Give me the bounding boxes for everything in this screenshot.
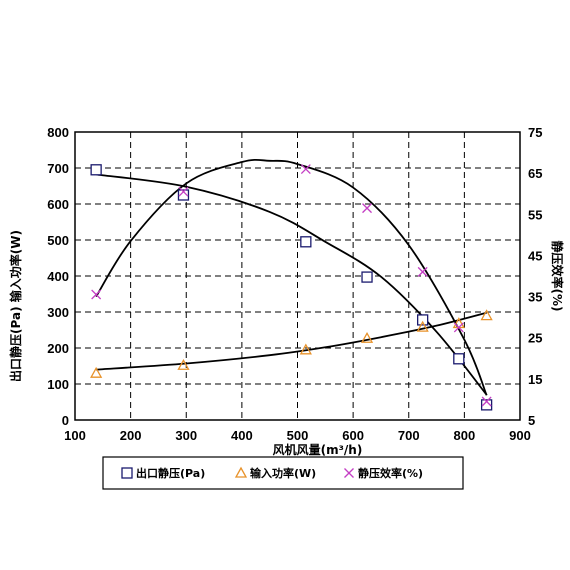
efficiency-point [481, 396, 492, 407]
efficiency-point [300, 164, 311, 174]
legend-box [102, 456, 464, 490]
plot-area-frame [74, 131, 521, 421]
right-y-tick-label: 55 [528, 207, 542, 222]
left-y-tick-label: 0 [62, 413, 69, 428]
x-tick-label: 700 [398, 428, 420, 443]
left-y-axis-title: 出口静压(Pa) 输入功率(W) [8, 230, 23, 382]
left-y-tick-label: 400 [47, 269, 69, 284]
input-power-point [299, 343, 312, 355]
static-pressure-point [300, 236, 312, 248]
efficiency-point [417, 266, 428, 277]
input-power-point [90, 366, 103, 378]
x-tick-label: 100 [64, 428, 86, 443]
right-y-tick-label: 5 [528, 413, 535, 428]
input-power-point [177, 358, 190, 370]
efficiency-trend-curve [95, 158, 488, 396]
x-tick-label: 400 [231, 428, 253, 443]
x-tick-label: 200 [120, 428, 142, 443]
right-y-tick-label: 75 [528, 125, 542, 140]
legend-marker [344, 468, 354, 478]
right-y-tick-label: 35 [528, 290, 542, 305]
static-pressure-point [480, 399, 493, 411]
static-pressure-point [90, 164, 102, 176]
left-y-tick-label: 800 [47, 125, 69, 140]
x-tick-label: 900 [509, 428, 531, 443]
legend-marker [234, 466, 248, 478]
right-y-tick-label: 65 [528, 166, 542, 181]
grid [75, 132, 520, 420]
trend-curves [95, 158, 488, 396]
efficiency-point [178, 186, 189, 197]
tick-labels: 100 200 300 400 500 600 700 800 9000100200300400… [47, 125, 542, 443]
static-pressure-point [177, 189, 190, 201]
legend-label: 出口静压(Pa) [136, 466, 205, 480]
static-pressure-point [417, 314, 429, 326]
legend-item-static-pressure: 出口静压(Pa) [121, 466, 205, 480]
legend: 出口静压(Pa) 输入功率(W) 静压效率(%) [102, 456, 464, 490]
left-y-tick-label: 100 [47, 377, 69, 392]
efficiency-point [362, 203, 372, 214]
left-y-tick-label: 500 [47, 233, 69, 248]
input-power-trend-curve [96, 311, 487, 371]
right-y-tick-label: 15 [528, 372, 542, 387]
x-tick-label: 300 [175, 428, 197, 443]
input-power-point [416, 320, 429, 332]
input-power-point [360, 331, 374, 343]
legend-marker [121, 467, 133, 479]
static-pressure-point [361, 271, 373, 283]
static-pressure-trend-curve [96, 173, 488, 396]
right-y-tick-label: 25 [528, 331, 542, 346]
x-tick-label: 500 [287, 428, 309, 443]
data-markers [90, 164, 493, 411]
legend-item-efficiency: 静压效率(%) [344, 466, 423, 480]
efficiency-point [453, 322, 464, 333]
right-y-axis-title: 静压效率(%) [550, 241, 565, 312]
input-power-point [480, 309, 493, 321]
efficiency-point [91, 289, 102, 300]
legend-item-input-power: 输入功率(W) [234, 466, 316, 480]
left-y-tick-label: 600 [47, 197, 69, 212]
legend-label: 输入功率(W) [250, 466, 316, 480]
x-tick-label: 800 [454, 428, 476, 443]
static-pressure-point [453, 353, 465, 365]
left-y-tick-label: 300 [47, 305, 69, 320]
left-y-tick-label: 700 [47, 161, 69, 176]
x-axis-title: 风机风量(m³/h) [273, 442, 363, 457]
left-y-tick-label: 200 [47, 341, 69, 356]
x-tick-label: 600 [342, 428, 364, 443]
right-y-tick-label: 45 [528, 248, 542, 263]
legend-label: 静压效率(%) [358, 466, 423, 480]
